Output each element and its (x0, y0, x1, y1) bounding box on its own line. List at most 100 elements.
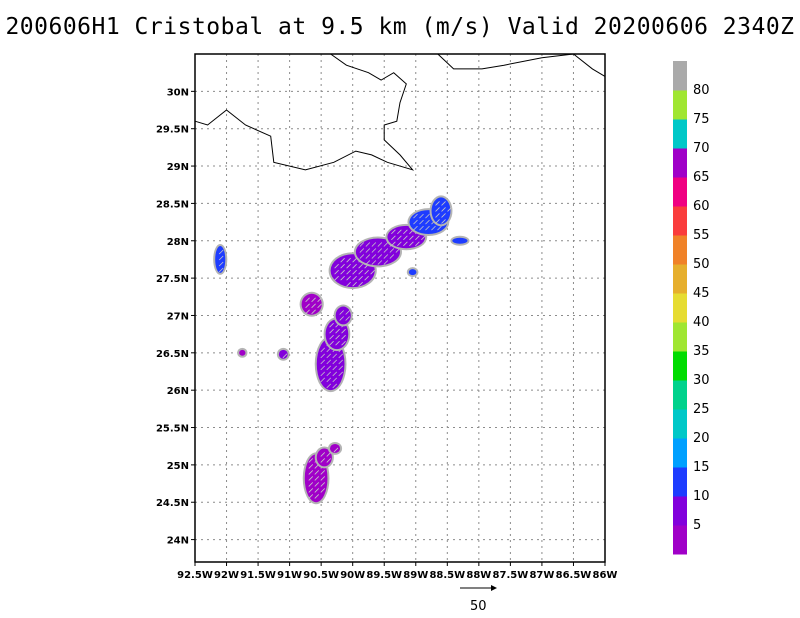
wind-patch (237, 347, 248, 358)
colorbar-swatch (673, 206, 687, 236)
colorbar-swatch (673, 177, 687, 207)
wind-arrow (441, 207, 446, 212)
colorbar-label: 30 (693, 373, 710, 388)
wind-arrow (413, 219, 418, 225)
wind-patch (276, 347, 290, 361)
lat-tick-label: 26.5N (156, 349, 189, 360)
wind-arrow (346, 257, 351, 263)
wind-arrow (352, 257, 357, 263)
wind-arrow (317, 297, 322, 303)
colorbar-swatch (673, 322, 687, 352)
wind-arrow (320, 353, 326, 359)
wind-arrow (340, 263, 345, 269)
wind-arrow (425, 219, 430, 225)
wind-patch (213, 243, 228, 275)
lat-tick-label: 29.5N (156, 125, 189, 136)
wind-arrow (346, 269, 351, 275)
wind-arrow (218, 249, 224, 255)
wind-arrow (371, 242, 377, 247)
lat-tick-label: 27.5N (156, 274, 189, 285)
wind-arrow (419, 219, 424, 225)
colorbar-label: 60 (693, 199, 710, 214)
wind-arrow (391, 229, 396, 235)
wind-arrow (341, 328, 346, 334)
wind-arrow (447, 207, 452, 212)
wind-arrow (326, 383, 332, 389)
wind-arrow (377, 242, 383, 247)
wind-arrow (305, 297, 310, 303)
wind-arrow (352, 281, 357, 287)
lon-tick-labels: 92.5W 92W 91.5W 91W 90.5W 90W 89.5W 89W 88.5W 88W… (177, 562, 617, 581)
wind-patch-fill (278, 349, 288, 359)
wind-arrow (391, 235, 396, 241)
wind-arrow (371, 260, 377, 265)
wind-arrow (332, 377, 338, 383)
wind-arrow (358, 281, 363, 287)
wind-arrow (377, 260, 383, 265)
wind-arrow (358, 263, 363, 269)
wind-arrow (314, 488, 320, 493)
wind-arrow (364, 269, 369, 275)
wind-arrow (383, 260, 389, 265)
colorbar-swatch (673, 496, 687, 526)
lon-tick-label: 91.5W (240, 570, 276, 581)
wind-arrow (435, 213, 440, 218)
wind-arrow (415, 241, 420, 247)
wind-arrow (320, 347, 326, 353)
wind-patch-fill (316, 448, 332, 467)
wind-arrow (305, 303, 310, 309)
wind-arrow (365, 254, 371, 259)
colorbar-swatch (673, 264, 687, 294)
wind-arrow (345, 310, 350, 315)
wind-arrow (352, 275, 357, 281)
wind-arrow (340, 275, 345, 281)
colorbar-swatch (673, 61, 687, 91)
map-title: 200606H1 Cristobal at 9.5 km (m/s) Valid… (5, 14, 795, 40)
wind-arrow (320, 470, 326, 475)
wind-arrow (370, 269, 375, 275)
colorbar-label: 80 (693, 83, 710, 98)
wind-arrow (340, 257, 345, 263)
wind-arrow (320, 452, 326, 457)
colorbar-label: 5 (693, 518, 701, 533)
colorbar-swatch (673, 467, 687, 497)
wind-arrow (441, 213, 446, 218)
wind-arrow (218, 261, 224, 267)
lon-tick-label: 88W (466, 570, 491, 581)
lon-tick-label: 86.5W (556, 570, 592, 581)
lat-tick-labels: 24N 24.5N 25N 25.5N 26N 26.5N 27N 27.5N 28N 28.5N… (156, 87, 195, 547)
colorbar-label: 70 (693, 141, 710, 156)
color-legend: 5 10 15 20 25 30 35 40 45 50 55 60 65 70 75 80 (673, 61, 710, 555)
reference-arrow-head (491, 585, 497, 591)
wind-arrow (409, 235, 414, 241)
wind-arrow (305, 309, 310, 315)
colorbar-swatch (673, 148, 687, 178)
wind-arrow (345, 316, 350, 321)
wind-arrow (311, 309, 316, 315)
wind-arrow (397, 229, 402, 235)
colorbar-label: 55 (693, 228, 710, 243)
coastline (194, 53, 606, 171)
wind-arrow (320, 371, 326, 377)
wind-arrow (435, 219, 440, 224)
wind-arrow (332, 383, 338, 389)
map-frame (194, 53, 606, 563)
wind-arrow (391, 241, 396, 247)
wind-arrow (308, 476, 314, 481)
wind-arrow (419, 225, 424, 231)
colorbar-label: 75 (693, 112, 710, 127)
wind-arrow (359, 242, 365, 247)
lat-tick-label: 26N (167, 386, 189, 397)
wind-arrow (332, 371, 338, 377)
lon-tick-label: 89W (403, 570, 428, 581)
wind-arrow (308, 494, 314, 499)
wind-arrow (437, 225, 442, 231)
wind-arrow (329, 334, 334, 340)
wind-arrow (346, 275, 351, 281)
wind-patch (299, 291, 324, 317)
wind-arrow (334, 263, 339, 269)
wind-arrow (435, 207, 440, 212)
wind-patch-fill (239, 349, 246, 356)
wind-patch-fill (329, 443, 341, 453)
